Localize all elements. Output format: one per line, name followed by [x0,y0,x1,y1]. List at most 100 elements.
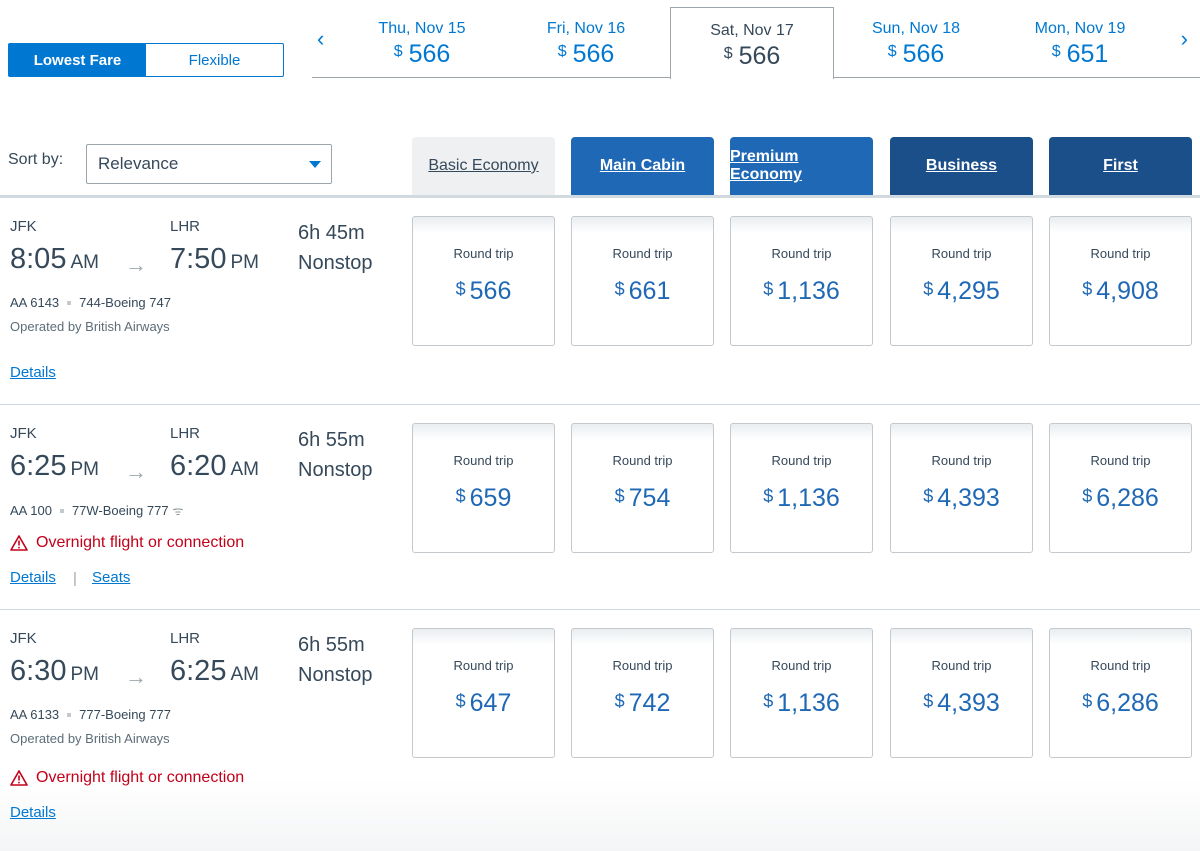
trip-type: Round trip [931,453,992,468]
trip-type: Round trip [612,658,673,673]
cabin-header-basic-economy[interactable]: Basic Economy [412,137,555,195]
fare-amount: $566 [455,277,512,305]
flight-row: JFK LHR 6:30 PM → 6:25 AM 6h 55m Nonstop A… [0,610,1200,851]
arrow-right-icon: → [125,664,147,689]
price-card-basic-economy[interactable]: Round trip $566 [412,216,555,346]
date-price: $566 [393,40,451,68]
date-label: Sat, Nov 17 [710,22,794,39]
trip-type: Round trip [453,658,514,673]
price-card-premium-economy[interactable]: Round trip $1,136 [730,628,873,758]
date-tab-nov-18[interactable]: Sun, Nov 18 $566 [841,0,991,78]
flight-row: JFK LHR 6:25 PM → 6:20 AM 6h 55m Nonstop A… [0,405,1200,610]
fare-amount: $1,136 [763,484,840,512]
trip-type: Round trip [931,246,992,261]
price-card-business[interactable]: Round trip $4,393 [890,628,1033,758]
price-card-basic-economy[interactable]: Round trip $647 [412,628,555,758]
price-card-premium-economy[interactable]: Round trip $1,136 [730,216,873,346]
price-card-business[interactable]: Round trip $4,393 [890,423,1033,553]
trip-type: Round trip [1090,658,1151,673]
price-card-main-cabin[interactable]: Round trip $661 [571,216,714,346]
stops: Nonstop [298,664,373,686]
details-link[interactable]: Details [10,804,56,821]
departure-time: 6:25 PM [10,450,99,482]
aircraft: 777-Boeing 777 [79,707,171,722]
sort-label: Sort by: [8,151,64,168]
details-link[interactable]: Details [10,569,56,586]
seats-link[interactable]: Seats [92,569,131,586]
fare-amount: $4,295 [923,277,1000,305]
destination-airport: LHR [170,630,201,647]
chevron-right-icon[interactable]: › [1180,26,1188,51]
date-tab-nov-16[interactable]: Fri, Nov 16 $566 [511,0,661,78]
chevron-left-icon[interactable]: ‹ [317,26,325,51]
cabin-header-business[interactable]: Business [890,137,1033,195]
fare-amount: $661 [614,277,671,305]
link-separator: | [73,570,77,587]
duration: 6h 45m [298,222,365,244]
warning-text: Overnight flight or connection [36,534,245,551]
trip-type: Round trip [931,658,992,673]
stops: Nonstop [298,252,373,274]
destination-airport: LHR [170,218,201,235]
separator-dot [67,712,72,717]
origin-airport: JFK [10,630,37,647]
caret-down-icon [309,161,321,168]
date-carousel: ‹ Thu, Nov 15 $566 Fri, Nov 16 $566 Sat,… [312,0,1200,80]
price-card-main-cabin[interactable]: Round trip $742 [571,628,714,758]
fare-amount: $742 [614,689,671,717]
flight-info: AA 6133 777-Boeing 777 [10,707,171,722]
trip-type: Round trip [771,658,832,673]
date-label: Sun, Nov 18 [871,20,961,37]
date-label: Fri, Nov 16 [546,20,626,37]
price-card-first[interactable]: Round trip $6,286 [1049,423,1192,553]
aircraft: 77W-Boeing 777 [71,503,169,518]
fare-amount: $6,286 [1082,484,1159,512]
trip-type: Round trip [612,246,673,261]
flexible-button[interactable]: Flexible [188,51,241,69]
fare-amount: $754 [614,484,671,512]
fare-amount: $659 [455,484,512,512]
price-card-basic-economy[interactable]: Round trip $659 [412,423,555,553]
price-card-premium-economy[interactable]: Round trip $1,136 [730,423,873,553]
cabin-header-main-cabin[interactable]: Main Cabin [571,137,714,195]
details-link[interactable]: Details [10,364,56,381]
flight-row: JFK LHR 8:05 AM → 7:50 PM 6h 45m Nonstop A… [0,198,1200,405]
overnight-warning: Overnight flight or connection [10,769,244,787]
sort-dropdown[interactable]: Relevance [86,144,332,184]
date-tab-nov-17-selected[interactable]: Sat, Nov 17 $566 [670,7,834,79]
price-card-main-cabin[interactable]: Round trip $754 [571,423,714,553]
overnight-warning: Overnight flight or connection [10,534,244,552]
duration: 6h 55m [298,429,365,451]
origin-airport: JFK [10,425,37,442]
header-divider [0,195,1200,198]
warning-text: Overnight flight or connection [36,769,245,786]
fare-amount: $1,136 [763,689,840,717]
price-card-first[interactable]: Round trip $6,286 [1049,628,1192,758]
price-card-business[interactable]: Round trip $4,295 [890,216,1033,346]
flight-number: AA 100 [10,503,52,518]
departure-time: 6:30 PM [10,655,99,687]
date-price: $566 [723,42,781,70]
trip-type: Round trip [612,453,673,468]
fare-amount: $4,393 [923,689,1000,717]
warning-icon [10,770,28,786]
date-price: $651 [1051,40,1109,68]
departure-time: 8:05 AM [10,243,99,275]
date-tab-nov-15[interactable]: Thu, Nov 15 $566 [347,0,497,78]
trip-type: Round trip [453,453,514,468]
cabin-header-first[interactable]: First [1049,137,1192,195]
fare-amount: $647 [455,689,512,717]
origin-airport: JFK [10,218,37,235]
date-label: Mon, Nov 19 [1034,20,1126,37]
operated-by: Operated by British Airways [10,319,170,334]
fare-amount: $1,136 [763,277,840,305]
cabin-header-premium-economy[interactable]: Premium Economy [730,137,873,195]
arrow-right-icon: → [125,252,147,277]
date-tab-nov-19[interactable]: Mon, Nov 19 $651 [1005,0,1155,78]
lowest-fare-button[interactable]: Lowest Fare [9,44,146,76]
warning-icon [10,535,28,551]
arrival-time: 6:20 AM [170,450,259,482]
flight-number: AA 6143 [10,295,60,310]
fare-type-toggle: Lowest Fare Flexible [8,43,284,77]
price-card-first[interactable]: Round trip $4,908 [1049,216,1192,346]
